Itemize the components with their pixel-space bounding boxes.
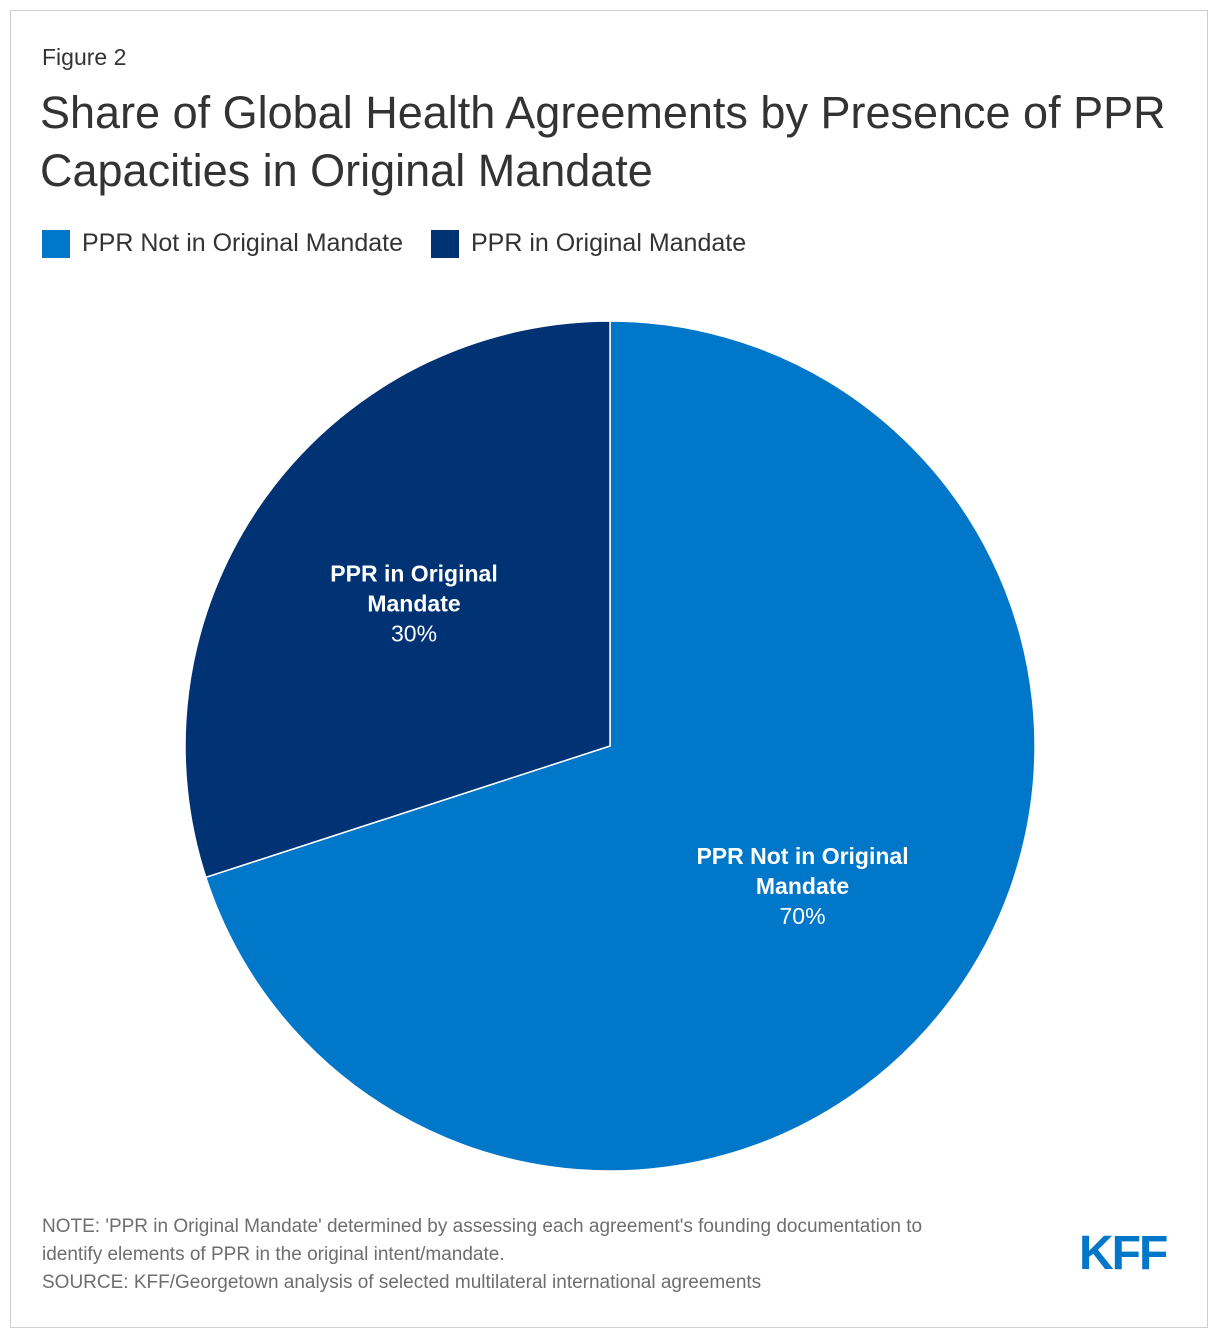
note-line-1: NOTE: 'PPR in Original Mandate' determin… xyxy=(42,1216,923,1237)
legend-label-in-mandate: PPR in Original Mandate xyxy=(470,229,747,257)
legend-swatch-not-in-mandate xyxy=(42,229,70,258)
figure-label: Figure 2 xyxy=(42,44,127,70)
legend-label-not-in-mandate: PPR Not in Original Mandate xyxy=(82,229,403,257)
chart-title: Share of Global Health Agreements by Pre… xyxy=(40,87,1166,196)
chart-footnote: NOTE: 'PPR in Original Mandate' determin… xyxy=(42,1213,1082,1297)
legend-item-in-mandate[interactable]: PPR in Original Mandate xyxy=(430,229,747,258)
figure-frame xyxy=(10,10,1208,1328)
legend-item-not-in-mandate[interactable]: PPR Not in Original Mandate xyxy=(42,229,403,258)
kff-logo: KFF xyxy=(1079,1227,1168,1280)
pie-slice-in-mandate[interactable] xyxy=(184,320,611,879)
chart-legend: PPR Not in Original Mandate PPR in Origi… xyxy=(42,229,774,258)
pie-slice-not-in-mandate[interactable] xyxy=(204,320,1036,1172)
legend-swatch-in-mandate xyxy=(430,229,459,258)
note-line-2: identify elements of PPR in the original… xyxy=(42,1244,505,1265)
source-line: SOURCE: KFF/Georgetown analysis of selec… xyxy=(42,1272,762,1293)
